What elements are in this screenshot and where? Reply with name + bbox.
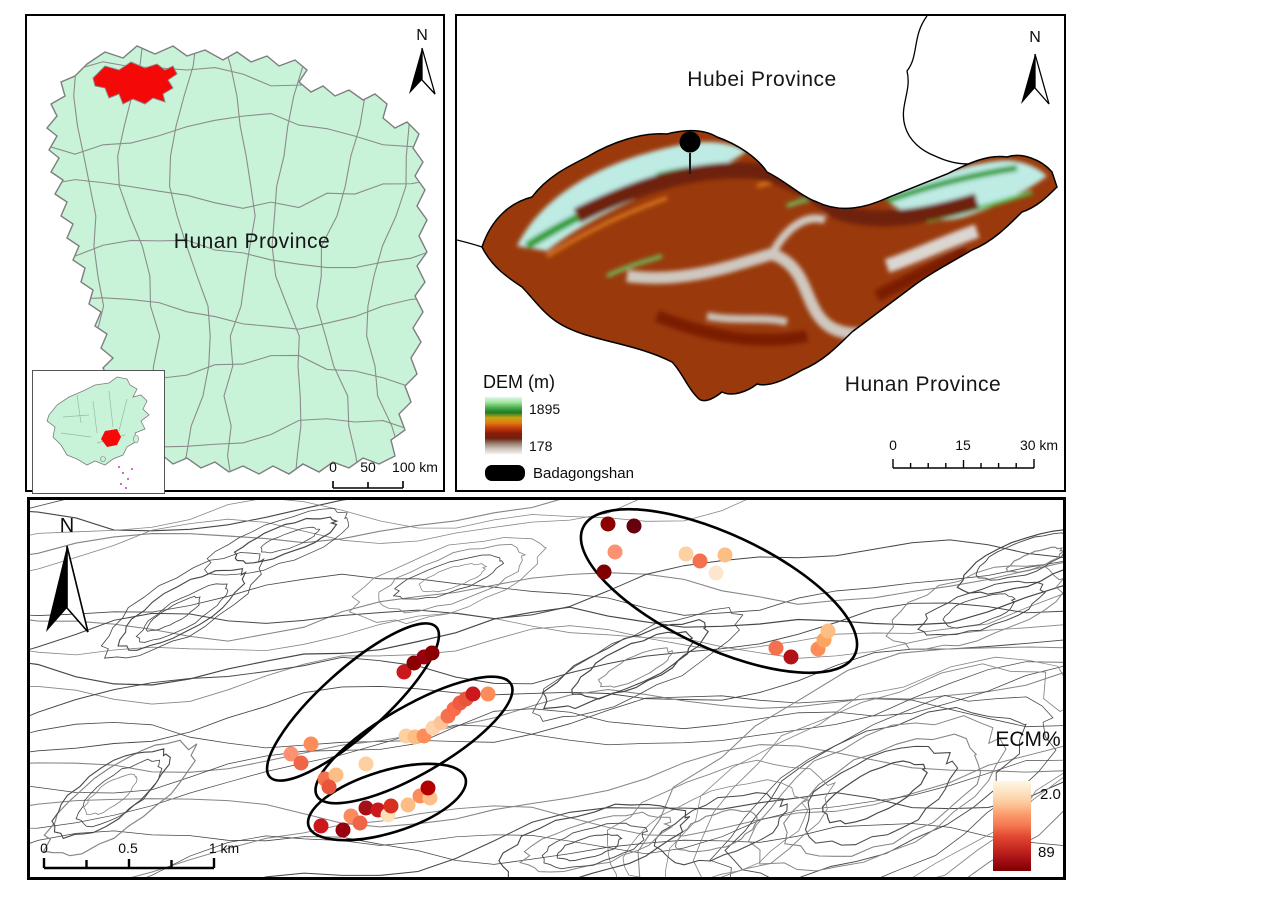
- china-inset-map: [32, 370, 165, 494]
- north-arrow-icon: N: [409, 27, 436, 95]
- sample-point: [321, 779, 337, 795]
- badagongshan-legend-swatch: [485, 465, 525, 481]
- sample-point: [678, 546, 694, 562]
- hunan-overview-panel: Hunan Province N 0 50 100 km: [25, 14, 445, 494]
- scale-15: 15: [955, 437, 971, 453]
- scale-30km: 30 km: [1020, 437, 1058, 453]
- scale-1km: 1 km: [209, 840, 239, 856]
- sample-point: [400, 797, 416, 813]
- sample-point: [708, 565, 724, 581]
- badagongshan-marker: [679, 131, 701, 153]
- dem-legend-title: DEM (m): [483, 372, 555, 392]
- scale-50: 50: [360, 459, 376, 475]
- dem-max-value: 1895: [529, 401, 561, 417]
- scale-100km: 100 km: [392, 459, 438, 475]
- sample-point: [293, 755, 309, 771]
- scale-ticks: [42, 858, 216, 870]
- province-boundary-line: [902, 16, 983, 165]
- sample-point: [396, 664, 412, 680]
- hunan-highlight-inset: [101, 429, 121, 447]
- scale-0: 0: [40, 840, 48, 856]
- sampling-map-panel: N ECM% 2.0 89 0 0.5 1 km: [27, 497, 1066, 880]
- cluster-ellipse: [314, 675, 514, 805]
- north-label: N: [416, 27, 428, 44]
- sample-point: [465, 686, 481, 702]
- hainan-shape: [100, 456, 106, 462]
- south-china-sea-islands: [118, 466, 133, 489]
- sample-point: [303, 736, 319, 752]
- sample-point: [420, 780, 436, 796]
- cluster-ellipse: [579, 507, 859, 675]
- north-label: N: [1029, 29, 1041, 46]
- province-boundary-line-west: [457, 239, 483, 248]
- sample-point: [480, 686, 496, 702]
- dem-color-ramp: [485, 397, 522, 454]
- hunan-province-label-dem: Hunan Province: [844, 373, 1002, 396]
- scale-bar: 0 0.5 1 km: [40, 840, 239, 870]
- ecm-bottom-value: 89: [1038, 844, 1055, 861]
- sample-point: [335, 822, 351, 838]
- ecm-top-value: 2.0: [1040, 786, 1061, 803]
- sample-point: [820, 623, 836, 639]
- sample-point: [283, 746, 299, 762]
- hubei-province-label: Hubei Province: [687, 68, 837, 91]
- sample-point: [328, 767, 344, 783]
- scale-ticks: [892, 459, 1035, 469]
- county-dem-map: [457, 16, 1058, 402]
- sample-point: [600, 516, 616, 532]
- sample-point: [626, 518, 642, 534]
- sample-point: [383, 798, 399, 814]
- north-label: N: [60, 515, 74, 537]
- sample-point: [358, 800, 374, 816]
- dem-min-value: 178: [529, 438, 553, 454]
- dem-panel: Hubei Province Hunan Province N DEM (m) …: [455, 14, 1066, 492]
- taiwan-shape: [133, 434, 139, 444]
- ecm-gradient-bar: [993, 781, 1031, 871]
- sample-point: [692, 553, 708, 569]
- sample-point: [607, 544, 623, 560]
- scale-0: 0: [329, 459, 337, 475]
- china-outline: [46, 376, 150, 466]
- sample-point: [352, 815, 368, 831]
- ecm-legend-title: ECM%: [995, 728, 1061, 751]
- scale-05: 0.5: [118, 840, 138, 856]
- sample-point: [424, 645, 440, 661]
- china-map: [46, 376, 150, 489]
- north-arrow-icon: N: [46, 515, 89, 633]
- sample-point: [717, 547, 733, 563]
- contour-sampling-map: [30, 500, 1063, 877]
- sample-point: [313, 818, 329, 834]
- sample-point: [783, 649, 799, 665]
- cluster-ellipses: [265, 507, 859, 842]
- scale-0: 0: [889, 437, 897, 453]
- study-county-highlight: [92, 61, 178, 105]
- scale-bar: 0 50 100 km: [329, 459, 438, 489]
- sample-points: [283, 516, 836, 838]
- hunan-province-label: Hunan Province: [173, 230, 331, 253]
- badagongshan-legend-label: Badagongshan: [533, 465, 634, 482]
- cluster-ellipse: [306, 762, 468, 842]
- province-borders: [60, 390, 128, 444]
- north-arrow-icon: N: [1021, 29, 1050, 105]
- contour-lines: [30, 500, 1063, 877]
- scale-bar: 0 15 30 km: [889, 437, 1058, 469]
- sample-point: [358, 756, 374, 772]
- sample-point: [768, 640, 784, 656]
- sample-point: [596, 564, 612, 580]
